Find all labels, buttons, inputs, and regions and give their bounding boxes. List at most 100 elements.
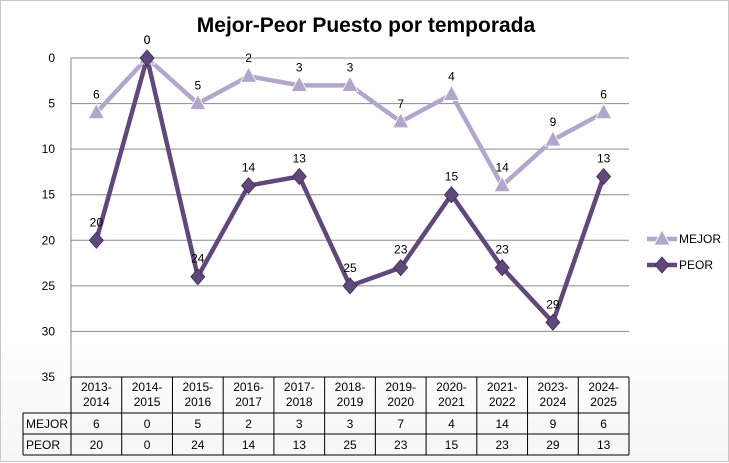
- category-label: 2019-: [385, 380, 416, 394]
- triangle-marker: [189, 93, 207, 110]
- data-label: 3: [296, 60, 303, 74]
- category-label: 2021-: [487, 380, 518, 394]
- table-cell: 23: [496, 438, 510, 452]
- chart-title: Mejor-Peor Puesto por temporada: [197, 14, 536, 37]
- triangle-marker: [341, 75, 359, 92]
- table-series-name: PEOR: [26, 438, 60, 452]
- triangle-marker: [87, 102, 106, 120]
- category-label: 2016-: [233, 380, 264, 394]
- triangle-marker: [442, 84, 461, 101]
- data-label: 0: [144, 33, 151, 47]
- data-label: 7: [397, 97, 404, 111]
- category-label: 2014: [83, 395, 110, 409]
- category-label: 2013-: [81, 380, 112, 394]
- triangle-marker: [653, 229, 671, 246]
- data-label: 6: [93, 88, 100, 102]
- table-cell: 3: [347, 417, 354, 431]
- y-tick-label: 35: [42, 370, 56, 384]
- y-tick-label: 30: [42, 324, 56, 338]
- category-label: 2024-: [588, 380, 619, 394]
- table-cell: 14: [242, 438, 256, 452]
- triangle-marker: [594, 102, 613, 120]
- triangle-marker: [493, 175, 511, 193]
- category-label: 2025: [590, 395, 617, 409]
- y-tick-label: 25: [42, 279, 56, 293]
- series-group: [87, 48, 613, 331]
- category-label: 2020-: [436, 380, 467, 394]
- diamond-marker: [443, 186, 459, 204]
- table-cell: 3: [296, 417, 303, 431]
- table-cell: 29: [546, 438, 560, 452]
- y-axis-ticks: 0 5 10 15 20 25 30 35: [42, 51, 56, 384]
- table-cell: 25: [343, 438, 357, 452]
- data-label: 23: [496, 243, 510, 257]
- data-label: 13: [293, 151, 307, 165]
- diamond-marker: [342, 277, 358, 295]
- diamond-marker: [393, 259, 409, 277]
- category-label: 2015-: [182, 380, 213, 394]
- legend-label: PEOR: [679, 258, 713, 272]
- table-cell: 20: [90, 438, 104, 452]
- legend: MEJOR PEOR: [647, 229, 721, 274]
- data-label: 29: [546, 297, 560, 311]
- y-tick-label: 0: [48, 51, 55, 65]
- category-label: 2018: [286, 395, 313, 409]
- diamond-marker: [241, 176, 257, 195]
- category-label: 2016: [184, 395, 211, 409]
- data-label: 24: [191, 252, 205, 266]
- data-label: 5: [194, 79, 201, 93]
- category-label: 2021: [438, 395, 465, 409]
- gridlines: [70, 57, 629, 377]
- data-label: 4: [448, 69, 455, 83]
- data-label: 6: [600, 88, 607, 102]
- category-label: 2024: [540, 395, 567, 409]
- table-cell: 15: [445, 438, 459, 452]
- category-label: 2023-: [538, 380, 569, 394]
- data-label: 14: [242, 161, 256, 175]
- diamond-marker: [654, 256, 670, 274]
- data-label: 0: [144, 33, 151, 47]
- data-label: 2: [245, 51, 252, 65]
- table-cell: 5: [194, 417, 201, 431]
- category-label: 2017: [235, 395, 262, 409]
- table-cell: 6: [93, 417, 100, 431]
- data-label: 14: [496, 161, 510, 175]
- category-label: 2014-: [132, 380, 163, 394]
- triangle-marker: [544, 130, 562, 147]
- category-label: 2017-: [284, 380, 315, 394]
- data-label: 23: [394, 243, 408, 257]
- y-tick-label: 15: [42, 188, 56, 202]
- y-tick-label: 20: [42, 233, 56, 247]
- diamond-marker: [88, 231, 104, 249]
- table-series-name: MEJOR: [26, 417, 68, 431]
- data-table: 2013-20142014-20152015-20162016-20172017…: [22, 376, 630, 456]
- data-label: 3: [347, 60, 354, 74]
- triangle-marker: [392, 111, 410, 129]
- table-cell: 23: [394, 438, 408, 452]
- category-label: 2022: [489, 395, 516, 409]
- data-label: 20: [90, 215, 104, 229]
- category-label: 2020: [387, 395, 414, 409]
- table-cell: 0: [144, 417, 151, 431]
- data-label: 9: [550, 115, 557, 129]
- category-label: 2015: [134, 395, 161, 409]
- y-tick-label: 10: [42, 142, 56, 156]
- diamond-marker: [494, 259, 510, 277]
- table-cell: 0: [144, 438, 151, 452]
- table-cell: 7: [397, 417, 404, 431]
- y-tick-label: 5: [48, 97, 55, 111]
- table-cell: 6: [600, 417, 607, 431]
- table-cell: 4: [448, 417, 455, 431]
- data-label: 13: [597, 151, 611, 165]
- table-cell: 14: [496, 417, 510, 431]
- table-cell: 13: [597, 438, 611, 452]
- diamond-marker: [596, 167, 612, 186]
- legend-label: MEJOR: [679, 232, 721, 246]
- table-cell: 24: [191, 438, 205, 452]
- table-cell: 9: [550, 417, 557, 431]
- table-cell: 13: [293, 438, 307, 452]
- triangle-marker: [290, 75, 308, 92]
